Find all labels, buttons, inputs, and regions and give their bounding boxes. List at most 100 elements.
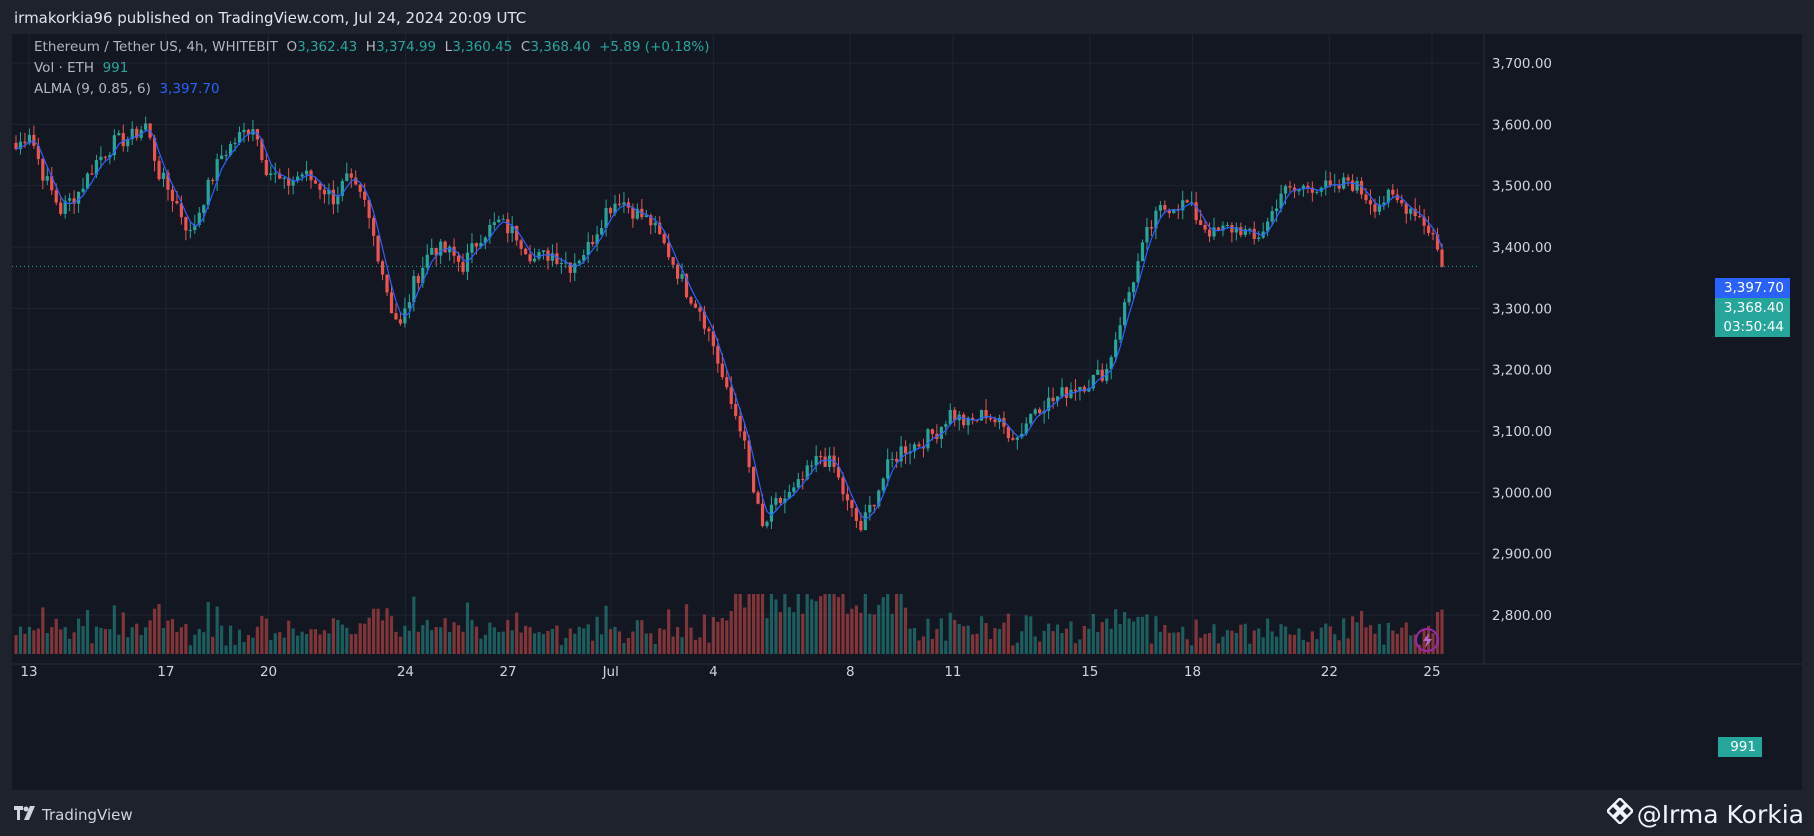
legend-symbol[interactable]: Ethereum / Tether US, 4h, WHITEBIT: [34, 39, 278, 55]
legend-volume[interactable]: Vol · ETH 991: [34, 60, 128, 76]
candle-body: [939, 426, 943, 439]
price-chart[interactable]: 3,700.00 3,600.00 3,500.00 3,400.00 3,300.00…: [12, 34, 1802, 790]
volume-bar: [912, 627, 917, 654]
price-axis-label: 3,200.00: [1492, 363, 1552, 379]
candle-body: [161, 172, 166, 180]
legend-alma[interactable]: ALMA (9, 0.85, 6) 3,397.70: [34, 81, 220, 97]
candle-body: [711, 331, 715, 347]
candle-body: [439, 241, 443, 256]
candle-body: [130, 128, 134, 140]
candle-body: [1207, 229, 1212, 237]
candle-body: [220, 155, 224, 160]
candle-body: [416, 275, 420, 284]
candle-body: [680, 274, 684, 279]
candle-body: [430, 248, 434, 255]
volume-bar: [130, 627, 134, 654]
volume-bar: [1131, 621, 1136, 654]
candle-body: [1091, 374, 1095, 389]
candle-body: [45, 176, 49, 181]
candle-body: [1167, 209, 1171, 214]
candle-body: [1051, 397, 1055, 402]
candle-body: [559, 263, 563, 265]
candle-body: [836, 466, 841, 478]
volume-bar: [1377, 623, 1382, 654]
volume-bar: [1292, 634, 1297, 654]
volume-bar: [474, 626, 479, 654]
candle-body: [1015, 437, 1019, 440]
volume-bar: [1176, 632, 1180, 654]
candle-body: [1315, 191, 1319, 193]
volume-bar: [412, 596, 416, 654]
candle-body: [1033, 409, 1037, 414]
volume-bar: [725, 620, 729, 654]
candle-body: [27, 134, 32, 144]
volume-bar: [693, 639, 698, 654]
candle-body: [524, 248, 528, 255]
volume-bar: [1310, 631, 1314, 654]
candle-body: [890, 458, 894, 460]
volume-bar: [823, 594, 827, 654]
candle-body: [568, 262, 572, 273]
volume-bar: [684, 604, 689, 654]
candle-body: [734, 403, 738, 416]
volume-bar: [41, 607, 45, 654]
volume-bar: [890, 613, 894, 654]
volume-bar: [63, 627, 67, 654]
volume-bar: [966, 625, 970, 654]
tradingview-brand[interactable]: TradingView: [14, 806, 133, 824]
candle-body: [1435, 234, 1440, 250]
volume-bar: [1248, 643, 1252, 654]
time-axis-label: 4: [709, 664, 718, 680]
volume-bar: [783, 594, 787, 654]
candle-body: [1082, 386, 1086, 392]
candle-body: [68, 198, 72, 201]
candle-body: [327, 189, 331, 195]
legend-change: +5.89 (+0.18%): [599, 39, 710, 55]
volume-bar: [841, 594, 845, 654]
volume-bar: [640, 620, 644, 654]
candle-body: [1140, 242, 1145, 262]
candle-body: [354, 177, 358, 185]
volume-bar: [255, 626, 259, 654]
candle-body: [608, 208, 613, 214]
volume-bar: [675, 626, 680, 654]
candle-body: [1252, 228, 1256, 239]
time-axis-label: 27: [499, 664, 516, 680]
candle-body: [398, 319, 403, 324]
volume-bar: [1118, 623, 1122, 654]
time-axis-label: 13: [20, 664, 37, 680]
volume-bar: [738, 594, 742, 654]
volume-bar: [971, 634, 975, 654]
volume-bar: [1315, 639, 1319, 654]
chart-panel[interactable]: 3,700.00 3,600.00 3,500.00 3,400.00 3,300.00…: [12, 34, 1802, 790]
candle-body: [1337, 184, 1341, 189]
volume-bar: [1391, 630, 1395, 654]
volume-bar: [1261, 637, 1265, 654]
candle-body: [997, 418, 1002, 423]
volume-bar: [1440, 609, 1444, 654]
candle-body: [541, 250, 546, 253]
volume-bar: [497, 632, 501, 654]
candle-body: [389, 292, 394, 314]
volume-bar: [537, 632, 541, 654]
candle-body: [751, 467, 756, 493]
candle-body: [819, 456, 823, 458]
volume-bar: [550, 628, 555, 654]
candle-body: [452, 246, 456, 256]
volume-bar: [1006, 613, 1010, 654]
volume-bar: [707, 642, 711, 654]
lightning-icon: [1415, 628, 1439, 652]
volume-bar: [787, 607, 791, 654]
volume-bar: [1055, 624, 1060, 654]
candle-body: [1324, 180, 1328, 188]
volume-bar: [354, 633, 358, 654]
volume-bar: [1167, 632, 1171, 654]
volume-bar: [211, 636, 215, 654]
candle-body: [313, 180, 318, 184]
candle-body: [296, 176, 300, 181]
volume-bar: [1400, 627, 1404, 654]
candle-body: [792, 487, 796, 492]
candle-body: [1243, 229, 1247, 235]
candle-body: [1163, 205, 1167, 210]
volume-bar: [993, 628, 997, 654]
